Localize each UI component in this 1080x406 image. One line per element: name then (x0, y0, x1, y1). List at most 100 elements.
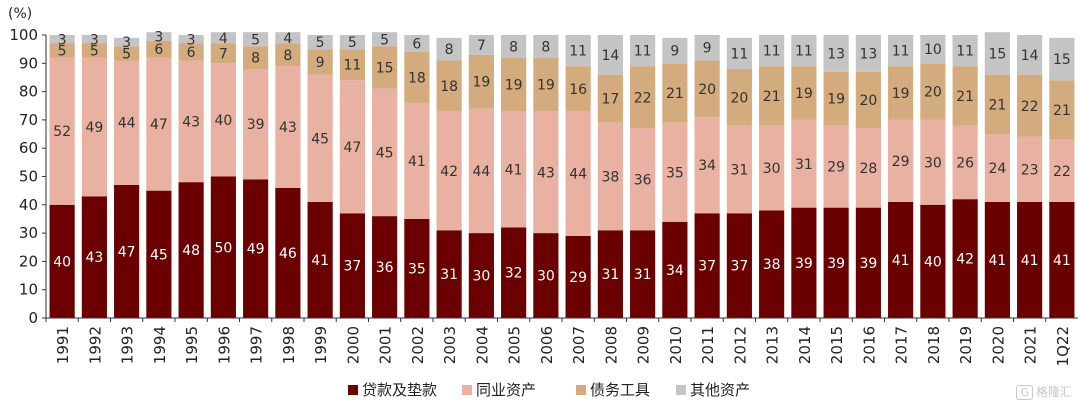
x-tick-label: 1993 (119, 326, 137, 364)
data-label: 41 (892, 253, 910, 269)
bar-segment (1049, 139, 1075, 202)
data-label: 39 (827, 256, 845, 272)
bar-segment (984, 201, 1010, 318)
data-label: 13 (827, 46, 845, 62)
bar-segment (339, 49, 365, 81)
data-label: 21 (666, 86, 684, 102)
bar-segment (49, 204, 75, 318)
data-label: 19 (827, 92, 845, 108)
data-label: 7 (477, 38, 486, 54)
legend-label: 债务工具 (590, 381, 650, 399)
bar-segment (501, 111, 527, 228)
bar-segment (565, 235, 591, 318)
data-label: 6 (154, 42, 163, 58)
bar-segment (49, 35, 75, 44)
y-tick-label: 80 (19, 83, 38, 101)
bar-segment (81, 57, 107, 197)
data-label: 29 (892, 154, 910, 170)
data-label: 45 (150, 247, 168, 263)
bar-segment (404, 218, 430, 318)
bar-segment (952, 66, 978, 126)
data-label: 19 (505, 78, 523, 94)
bar-segment (662, 37, 688, 64)
bar-segment (791, 35, 817, 67)
bar-segment (662, 221, 688, 318)
x-tick-label: 1992 (86, 326, 104, 364)
x-tick-label: 2003 (441, 326, 459, 364)
bar-segment (952, 199, 978, 318)
bar-segment (339, 80, 365, 214)
data-label: 39 (795, 256, 813, 272)
x-tick-label: 2014 (796, 326, 814, 364)
bar-segment (146, 40, 172, 58)
bar-segment (243, 179, 269, 318)
data-label: 8 (445, 42, 454, 58)
data-label: 15 (988, 46, 1006, 62)
data-label: 19 (892, 86, 910, 102)
data-label: 20 (859, 93, 877, 109)
bar-segment (533, 35, 559, 58)
bar-segment (114, 37, 140, 47)
bar-segment (726, 213, 752, 318)
data-label: 22 (634, 90, 652, 106)
bar-segment (404, 102, 430, 219)
bar-segment (404, 35, 430, 52)
bar-segment (726, 37, 752, 69)
bar-segment (307, 35, 333, 50)
legend-swatch (576, 385, 586, 395)
data-label: 30 (537, 269, 555, 285)
data-label: 44 (569, 167, 587, 183)
y-tick-label: 10 (19, 281, 38, 299)
data-label: 34 (698, 158, 716, 174)
data-label: 34 (666, 263, 684, 279)
bar-segment (920, 63, 946, 120)
x-tick-label: 2009 (635, 326, 653, 364)
bar-segment (81, 43, 107, 58)
data-label: 11 (763, 44, 781, 60)
bar-segment (1017, 35, 1043, 75)
data-label: 47 (343, 140, 361, 156)
bar-segment (855, 71, 881, 129)
bar-segment (791, 66, 817, 120)
bar-segment (984, 74, 1010, 135)
bar-segment (1017, 136, 1043, 202)
data-label: 40 (924, 254, 942, 270)
data-label: 35 (408, 261, 426, 277)
data-label: 44 (118, 116, 136, 132)
watermark-text: 格隆汇 (1035, 385, 1072, 399)
data-label: 31 (440, 267, 458, 283)
bar-segment (436, 230, 462, 318)
data-label: 50 (214, 240, 232, 256)
data-label: 41 (988, 253, 1006, 269)
bar-segment (372, 32, 398, 47)
data-label: 4 (283, 31, 292, 47)
bar-segment (759, 125, 785, 211)
data-label: 5 (58, 44, 67, 60)
data-label: 47 (150, 117, 168, 133)
bar-segment (372, 46, 398, 89)
data-label: 29 (827, 160, 845, 176)
data-label: 6 (187, 45, 196, 61)
bar-segment (791, 207, 817, 318)
x-tick-label: 2016 (860, 326, 878, 364)
bar-segment (855, 35, 881, 72)
x-tick-label: 2005 (506, 326, 524, 364)
x-tick-label: 2010 (667, 326, 685, 364)
bar-segment (920, 119, 946, 205)
data-label: 41 (505, 162, 523, 178)
data-label: 20 (924, 85, 942, 101)
bar-segment (1017, 201, 1043, 318)
bar-segment (1049, 201, 1075, 318)
data-label: 11 (343, 58, 361, 74)
data-label: 40 (214, 113, 232, 129)
data-label: 6 (412, 36, 421, 52)
data-label: 14 (601, 48, 619, 64)
y-tick-label: 20 (19, 252, 38, 270)
data-label: 11 (634, 44, 652, 60)
x-tick-label: 1996 (215, 326, 233, 364)
data-label: 46 (279, 246, 297, 262)
bar-segment (823, 207, 849, 318)
bar-segment (178, 60, 204, 183)
bar-segment (597, 74, 623, 123)
bar-segment (759, 35, 785, 67)
